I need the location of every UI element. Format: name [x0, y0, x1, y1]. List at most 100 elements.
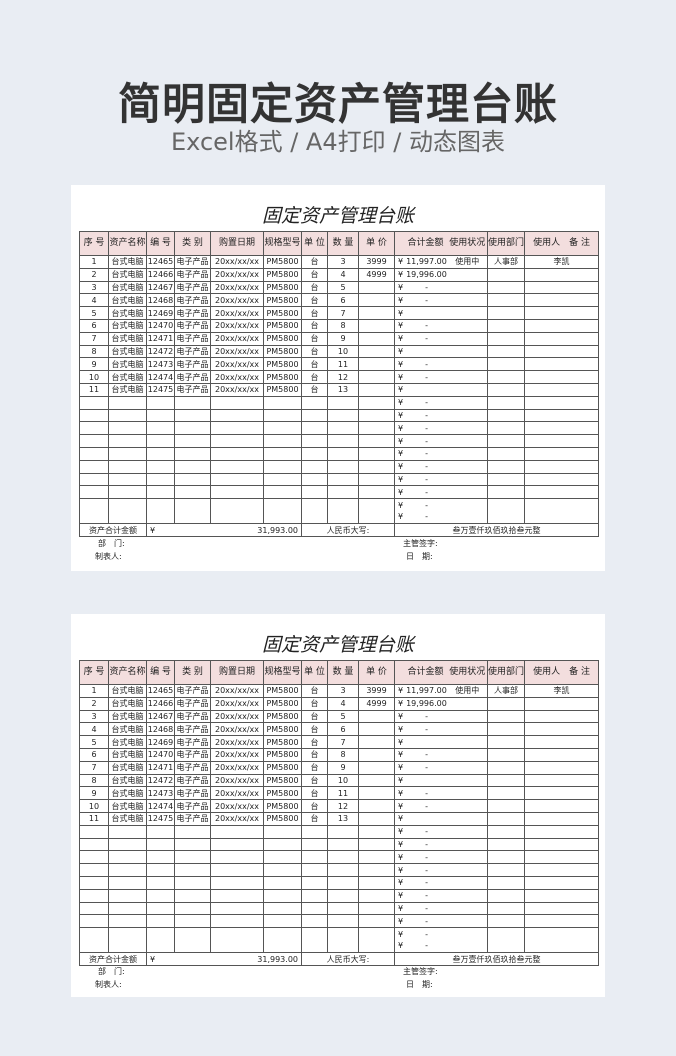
cell-amount[interactable]: ¥19,996.00 — [394, 696, 448, 711]
cell-dept[interactable] — [486, 357, 526, 372]
cell-amount[interactable]: ¥ - — [394, 799, 448, 813]
cell-model[interactable] — [263, 824, 302, 839]
cell-unit[interactable] — [301, 901, 328, 916]
cell-price[interactable] — [358, 331, 395, 346]
cell-qty[interactable] — [327, 421, 359, 436]
cell-date[interactable] — [210, 837, 264, 852]
cell-amount[interactable]: ¥ — [394, 773, 448, 788]
cell-model[interactable]: PM5800 — [263, 799, 302, 813]
cell-dept[interactable] — [486, 773, 526, 788]
cell-status[interactable] — [447, 267, 488, 282]
cell-dept[interactable] — [486, 722, 526, 737]
cell-amount[interactable]: ¥ - — [394, 446, 448, 461]
cell-name[interactable]: 台式电脑 — [108, 735, 147, 749]
cell-type[interactable] — [174, 459, 211, 474]
cell-model[interactable]: PM5800 — [263, 722, 302, 737]
cell-no[interactable] — [79, 837, 109, 852]
cell-model[interactable]: PM5800 — [263, 331, 302, 346]
cell-user[interactable] — [524, 709, 600, 724]
cell-name[interactable]: 台式电脑 — [108, 293, 147, 308]
cell-qty[interactable]: 8 — [327, 747, 359, 762]
cell-dept[interactable] — [486, 709, 526, 724]
cell-code[interactable] — [146, 485, 175, 500]
cell-amount[interactable]: ¥ - — [394, 485, 448, 500]
cell-amount[interactable]: ¥ - ¥ - — [394, 498, 448, 525]
cell-model[interactable]: PM5800 — [263, 255, 302, 269]
cell-status[interactable] — [447, 914, 488, 929]
cell-amount[interactable]: ¥ - — [394, 914, 448, 929]
cell-price[interactable] — [358, 472, 395, 487]
cell-model[interactable] — [263, 446, 302, 461]
cell-type[interactable] — [174, 888, 211, 903]
cell-name[interactable]: 台式电脑 — [108, 255, 147, 269]
cell-model[interactable] — [263, 863, 302, 877]
cell-dept[interactable] — [486, 747, 526, 762]
cell-status[interactable] — [447, 773, 488, 788]
cell-name[interactable]: 台式电脑 — [108, 370, 147, 384]
cell-model[interactable] — [263, 408, 302, 423]
cell-date[interactable]: 20xx/xx/xx — [210, 318, 264, 333]
cell-price[interactable] — [358, 824, 395, 839]
cell-model[interactable]: PM5800 — [263, 747, 302, 762]
cell-code[interactable] — [146, 446, 175, 461]
cell-model[interactable] — [263, 914, 302, 929]
cell-status[interactable] — [447, 811, 488, 826]
cell-name[interactable]: 台式电脑 — [108, 357, 147, 372]
cell-dept[interactable] — [486, 888, 526, 903]
cell-price[interactable] — [358, 901, 395, 916]
cell-model[interactable]: PM5800 — [263, 382, 302, 397]
cell-type[interactable] — [174, 875, 211, 890]
cell-name[interactable]: 台式电脑 — [108, 344, 147, 359]
cell-unit[interactable]: 台 — [301, 293, 328, 308]
cell-amount[interactable]: ¥ - — [394, 318, 448, 333]
cell-user[interactable] — [524, 267, 600, 282]
cell-user[interactable] — [524, 434, 600, 448]
cell-code[interactable]: 12467 — [146, 709, 175, 724]
cell-status[interactable] — [447, 382, 488, 397]
cell-dept[interactable] — [486, 696, 526, 711]
cell-status[interactable] — [447, 888, 488, 903]
cell-name[interactable]: 台式电脑 — [108, 382, 147, 397]
cell-amount[interactable]: ¥ — [394, 811, 448, 826]
cell-date[interactable] — [210, 446, 264, 461]
cell-no[interactable] — [79, 485, 109, 500]
cell-user[interactable] — [524, 472, 600, 487]
cell-name[interactable]: 台式电脑 — [108, 267, 147, 282]
cell-no[interactable] — [79, 914, 109, 929]
cell-dept[interactable] — [486, 408, 526, 423]
cell-name[interactable] — [108, 434, 147, 448]
cell-status[interactable]: 使用中 — [447, 255, 488, 269]
cell-date[interactable]: 20xx/xx/xx — [210, 684, 264, 698]
cell-model[interactable] — [263, 901, 302, 916]
cell-qty[interactable]: 10 — [327, 344, 359, 359]
cell-no[interactable]: 6 — [79, 318, 109, 333]
cell-model[interactable] — [263, 395, 302, 410]
cell-status[interactable] — [447, 696, 488, 711]
cell-qty[interactable] — [327, 901, 359, 916]
cell-name[interactable] — [108, 421, 147, 436]
cell-unit[interactable] — [301, 914, 328, 929]
cell-price[interactable] — [358, 837, 395, 852]
cell-unit[interactable]: 台 — [301, 811, 328, 826]
cell-model[interactable]: PM5800 — [263, 357, 302, 372]
cell-unit[interactable]: 台 — [301, 786, 328, 801]
cell-user[interactable] — [524, 901, 600, 916]
cell-status[interactable] — [447, 318, 488, 333]
cell-qty[interactable]: 8 — [327, 318, 359, 333]
cell-amount[interactable]: ¥ - — [394, 472, 448, 487]
cell-dept[interactable] — [486, 293, 526, 308]
cell-name[interactable]: 台式电脑 — [108, 709, 147, 724]
cell-unit[interactable] — [301, 824, 328, 839]
cell-code[interactable]: 12468 — [146, 293, 175, 308]
cell-price[interactable] — [358, 408, 395, 423]
cell-type[interactable]: 电子产品 — [174, 255, 211, 269]
cell-name[interactable] — [108, 914, 147, 929]
cell-dept[interactable] — [486, 318, 526, 333]
cell-model[interactable]: PM5800 — [263, 696, 302, 711]
cell-unit[interactable]: 台 — [301, 267, 328, 282]
cell-amount[interactable]: ¥ — [394, 735, 448, 749]
cell-price[interactable] — [358, 395, 395, 410]
cell-name[interactable] — [108, 459, 147, 474]
cell-unit[interactable]: 台 — [301, 357, 328, 372]
cell-no[interactable] — [79, 408, 109, 423]
